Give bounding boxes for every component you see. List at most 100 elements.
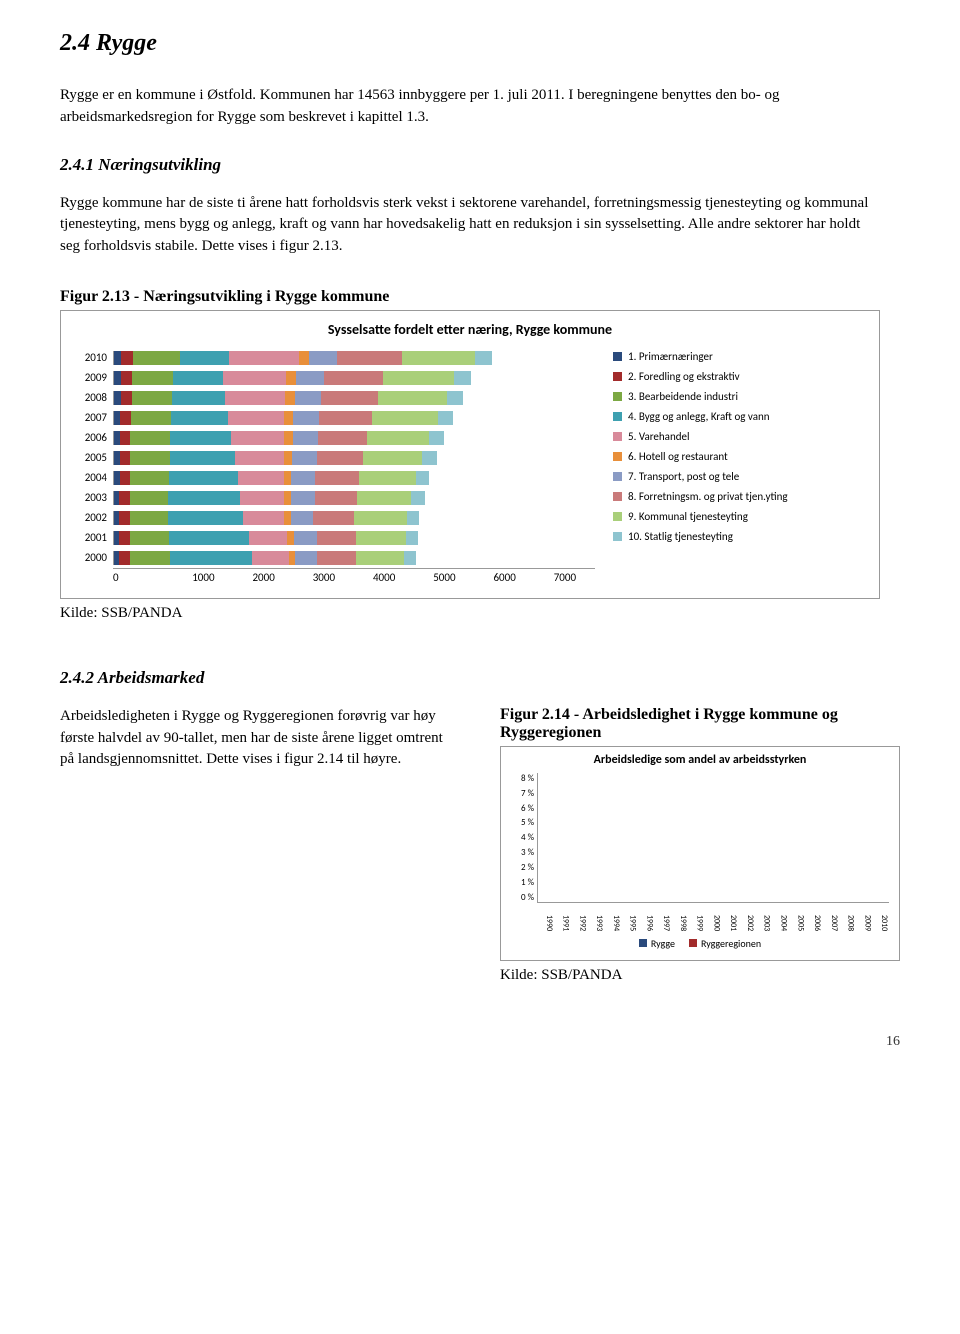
bar-segment <box>252 551 289 565</box>
bar-segment <box>284 511 291 525</box>
chart1-inner-title: Sysselsatte fordelt etter næring, Rygge … <box>75 321 865 338</box>
bar-segment <box>475 351 492 365</box>
bar-segment <box>359 471 415 485</box>
bar-track <box>113 471 595 485</box>
y-tick: 7 % <box>511 788 534 799</box>
bar-segment <box>235 451 284 465</box>
year-label: 2004 <box>75 471 113 484</box>
bar-segment <box>429 431 444 445</box>
bar-track <box>113 431 595 445</box>
bar-segment <box>363 451 422 465</box>
bar-segment <box>406 531 418 545</box>
bar-segment <box>286 371 296 385</box>
bar-segment <box>293 431 318 445</box>
bar-segment <box>284 451 292 465</box>
bar-segment <box>168 511 244 525</box>
bar-segment <box>284 471 292 485</box>
chart-arbeidsledighet: Arbeidsledige som andel av arbeidsstyrke… <box>500 746 900 961</box>
legend-swatch <box>613 432 622 441</box>
bar-segment <box>438 411 454 425</box>
legend-item: Ryggeregionen <box>689 937 761 950</box>
x-tick: 0 <box>113 569 173 584</box>
bar-segment <box>357 491 411 505</box>
bar-segment <box>120 411 131 425</box>
year-label: 2002 <box>75 511 113 524</box>
x-tick: 2010 <box>872 903 889 931</box>
bar-track <box>113 511 595 525</box>
bar-track <box>113 551 595 565</box>
bar-segment <box>291 491 314 505</box>
bar-segment <box>319 411 373 425</box>
x-tick: 1990 <box>537 903 554 931</box>
bar-segment <box>354 511 406 525</box>
figure-214-title: Figur 2.14 - Arbeidsledighet i Rygge kom… <box>500 706 900 742</box>
bar-segment <box>130 431 170 445</box>
x-tick: 2002 <box>738 903 755 931</box>
bar-row-2002: 2002 <box>75 508 595 528</box>
bar-segment <box>317 531 357 545</box>
year-label: 2008 <box>75 391 113 404</box>
legend-item: 4. Bygg og anlegg, Kraft og vann <box>613 410 865 423</box>
x-tick: 7000 <box>535 569 595 584</box>
x-tick: 2006 <box>805 903 822 931</box>
y-tick: 6 % <box>511 803 534 814</box>
bar-segment <box>287 531 294 545</box>
y-tick: 0 % <box>511 892 534 903</box>
bar-segment <box>223 371 286 385</box>
legend-label: 6. Hotell og restaurant <box>628 450 728 463</box>
bar-track <box>113 531 595 545</box>
chart1-plot-area: 2010200920082007200620052004200320022001… <box>75 348 595 584</box>
x-tick: 2000 <box>705 903 722 931</box>
bar-row-2007: 2007 <box>75 408 595 428</box>
bar-segment <box>119 551 130 565</box>
y-tick: 3 % <box>511 847 534 858</box>
x-tick: 1995 <box>621 903 638 931</box>
bar-segment <box>130 531 168 545</box>
legend-swatch <box>639 939 647 947</box>
bar-segment <box>284 411 293 425</box>
bar-row-2003: 2003 <box>75 488 595 508</box>
bar-track <box>113 391 595 405</box>
bar-segment <box>121 391 132 405</box>
bar-segment <box>315 491 358 505</box>
bar-segment <box>169 471 238 485</box>
bar-segment <box>228 411 284 425</box>
y-tick: 5 % <box>511 817 534 828</box>
bar-segment <box>317 451 364 465</box>
bar-segment <box>321 391 377 405</box>
legend-label: Rygge <box>651 937 675 950</box>
bar-segment <box>284 491 292 505</box>
bar-segment <box>309 351 337 365</box>
bar-segment <box>291 471 315 485</box>
bar-row-2005: 2005 <box>75 448 595 468</box>
x-tick: 2008 <box>839 903 856 931</box>
bar-segment <box>131 411 171 425</box>
legend-label: 9. Kommunal tjenesteyting <box>628 510 748 523</box>
chart-naeringsutvikling: Sysselsatte fordelt etter næring, Rygge … <box>60 310 880 599</box>
bar-segment <box>402 351 475 365</box>
legend-label: 1. Primærnæringer <box>628 350 713 363</box>
paragraph-242: Arbeidsledigheten i Rygge og Ryggeregion… <box>60 706 460 771</box>
legend-item: 8. Forretningsm. og privat tjen.yting <box>613 490 865 503</box>
bar-segment <box>170 551 252 565</box>
bar-segment <box>356 551 404 565</box>
x-tick: 1992 <box>571 903 588 931</box>
legend-swatch <box>613 452 622 461</box>
bar-segment <box>132 371 173 385</box>
bar-segment <box>295 551 317 565</box>
year-label: 2003 <box>75 491 113 504</box>
bar-segment <box>291 511 314 525</box>
x-tick: 1997 <box>654 903 671 931</box>
chart1-legend: 1. Primærnæringer2. Foredling og ekstrak… <box>613 348 865 584</box>
x-tick: 2003 <box>755 903 772 931</box>
x-tick: 1991 <box>554 903 571 931</box>
x-tick: 1998 <box>671 903 688 931</box>
bar-segment <box>407 511 419 525</box>
section-title: 2.4 Rygge <box>60 30 900 57</box>
bar-segment <box>293 411 319 425</box>
legend-item: 7. Transport, post og tele <box>613 470 865 483</box>
chart2-inner-title: Arbeidsledige som andel av arbeidsstyrke… <box>511 753 889 767</box>
x-tick: 5000 <box>414 569 474 584</box>
bar-segment <box>114 351 121 365</box>
bar-segment <box>356 531 405 545</box>
